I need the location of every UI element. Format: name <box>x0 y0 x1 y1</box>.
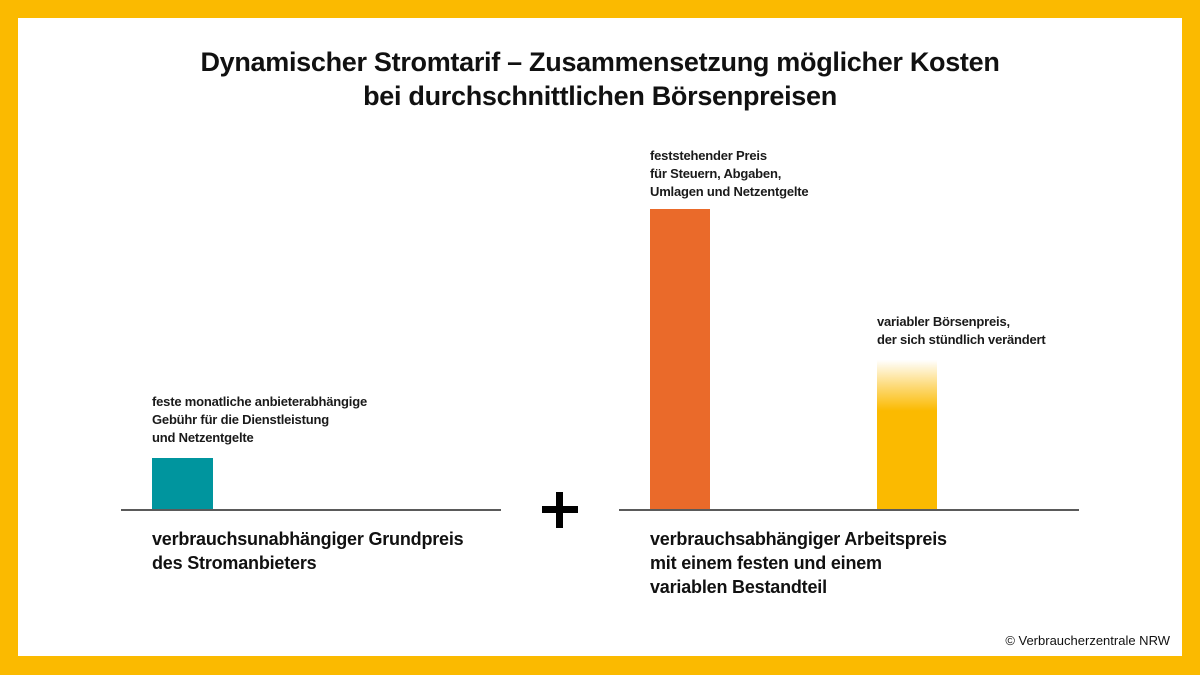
copyright-notice: © Verbraucherzentrale NRW <box>1005 633 1170 648</box>
bar-label-line: und Netzentgelte <box>152 430 254 445</box>
group-label-grundpreis: verbrauchsunabhängiger Grundpreis des St… <box>152 527 464 575</box>
title-line-2: bei durchschnittlichen Börsenpreisen <box>363 81 837 111</box>
bar-fixed-price <box>650 209 710 510</box>
chart-panel <box>18 18 1182 656</box>
bar-variable-price <box>877 360 937 510</box>
group-label-line: verbrauchsabhängiger Arbeitspreis <box>650 529 947 549</box>
bar-label-line: variabler Börsenpreis, <box>877 314 1010 329</box>
title-line-1: Dynamischer Stromtarif – Zusammensetzung… <box>200 47 1000 77</box>
bar-label-line: für Steuern, Abgaben, <box>650 166 782 181</box>
bar-label-grundgebuehr: feste monatliche anbieterabhängige Gebüh… <box>152 393 367 447</box>
group-label-line: des Stromanbieters <box>152 553 317 573</box>
bar-label-fixed-price: feststehender Preis für Steuern, Abgaben… <box>650 147 809 201</box>
bar-grundgebuehr <box>152 458 213 510</box>
bar-label-line: Gebühr für die Dienstleistung <box>152 412 329 427</box>
bar-label-line: feststehender Preis <box>650 148 767 163</box>
plus-operator-icon <box>542 492 578 528</box>
group-label-line: verbrauchsunabhängiger Grundpreis <box>152 529 464 549</box>
chart-title: Dynamischer Stromtarif – Zusammensetzung… <box>0 45 1200 113</box>
bar-label-line: Umlagen und Netzentgelte <box>650 184 809 199</box>
bar-label-line: der sich stündlich verändert <box>877 332 1046 347</box>
group-label-line: mit einem festen und einem <box>650 553 882 573</box>
bar-label-variable-price: variabler Börsenpreis, der sich stündlic… <box>877 313 1046 349</box>
baseline-left <box>121 509 501 511</box>
group-label-line: variablen Bestandteil <box>650 577 827 597</box>
bar-label-line: feste monatliche anbieterabhängige <box>152 394 367 409</box>
baseline-right <box>619 509 1079 511</box>
group-label-arbeitspreis: verbrauchsabhängiger Arbeitspreis mit ei… <box>650 527 947 599</box>
